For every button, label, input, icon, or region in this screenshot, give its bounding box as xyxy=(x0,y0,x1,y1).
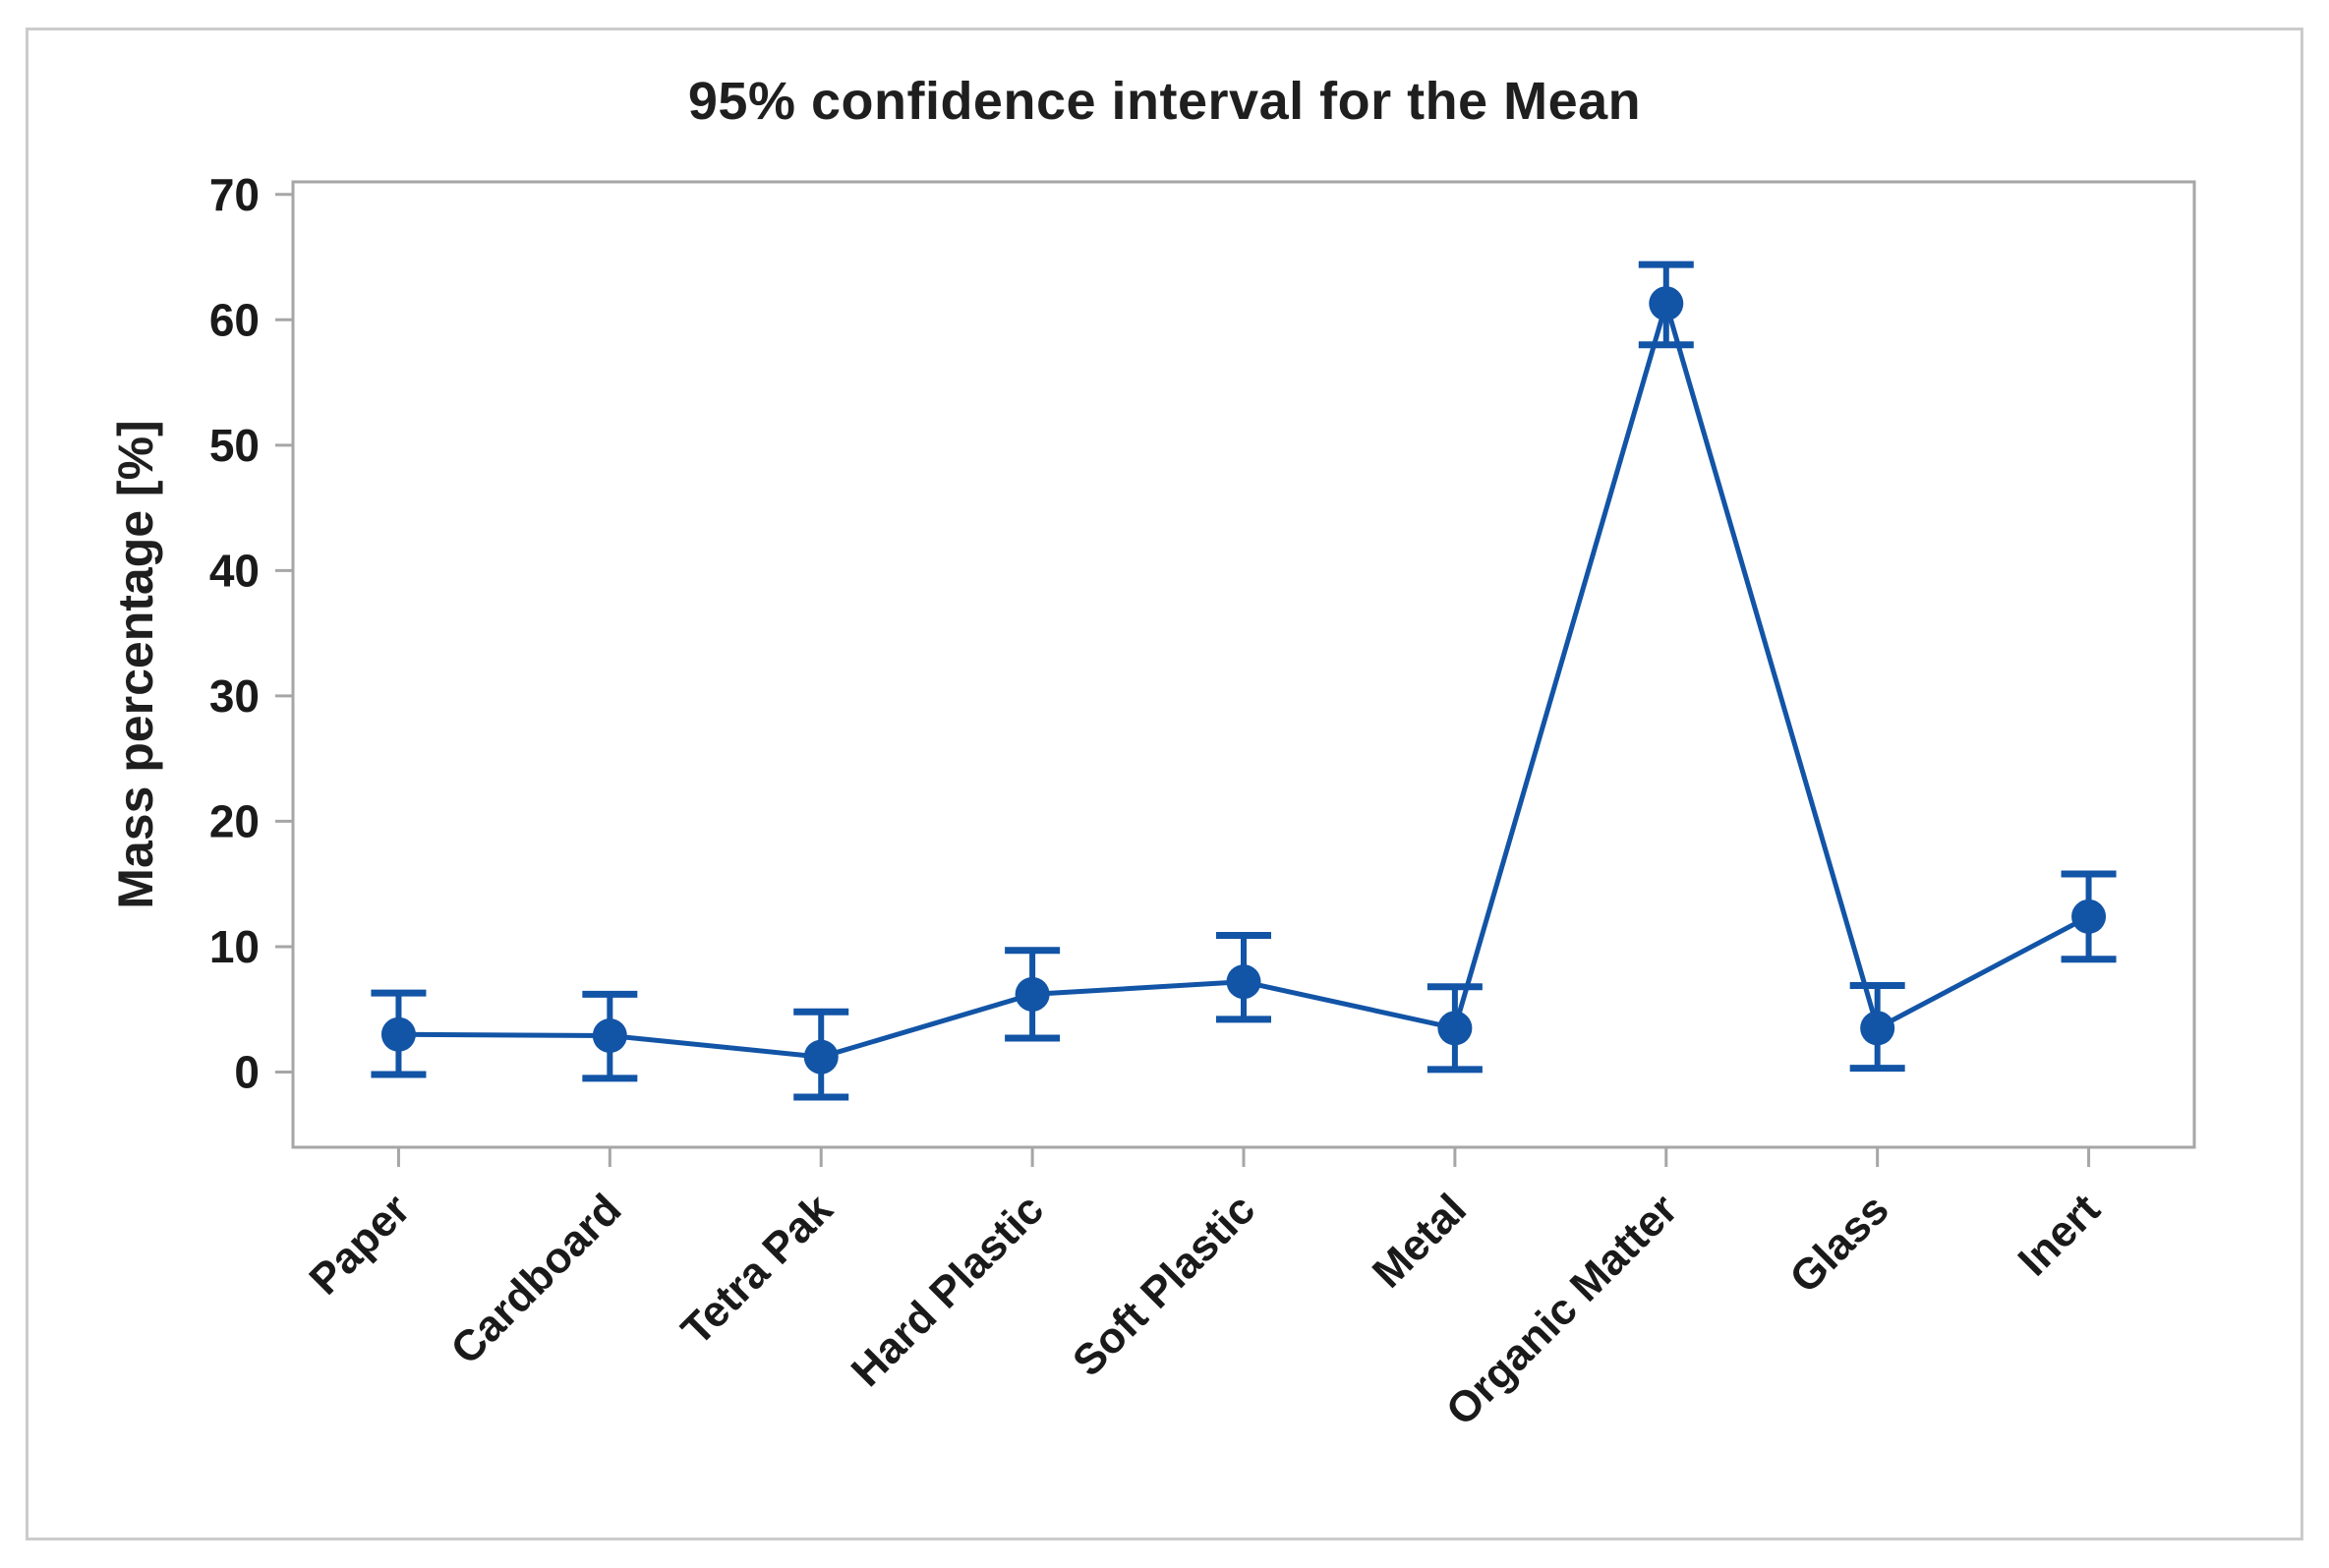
x-category-label-cardboard: Cardboard xyxy=(441,1185,630,1373)
figure-border xyxy=(26,28,2303,1540)
y-tick-label: 60 xyxy=(209,294,260,345)
x-category-label-paper: Paper xyxy=(300,1185,419,1304)
data-point-tetra-pak xyxy=(803,1039,839,1074)
y-tick-label: 50 xyxy=(209,420,260,471)
x-category-label-organic-matter: Organic Matter xyxy=(1437,1185,1687,1434)
y-tick-label: 0 xyxy=(234,1047,260,1098)
data-point-cardboard xyxy=(592,1017,627,1053)
data-point-hard-plastic xyxy=(1015,976,1050,1012)
x-category-label-hard-plastic: Hard Plastic xyxy=(843,1185,1053,1395)
data-point-soft-plastic xyxy=(1226,964,1261,1000)
x-category-label-soft-plastic: Soft Plastic xyxy=(1064,1185,1264,1385)
x-category-label-metal: Metal xyxy=(1364,1185,1476,1297)
x-category-label-tetra-pak: Tetra Pak xyxy=(672,1185,843,1355)
x-category-label-inert: Inert xyxy=(2009,1185,2110,1285)
y-tick-label: 20 xyxy=(209,796,260,847)
chart-title: 95% confidence interval for the Mean xyxy=(687,72,1642,131)
data-point-paper xyxy=(380,1016,416,1052)
y-tick-label: 10 xyxy=(209,921,260,972)
data-point-organic-matter xyxy=(1649,286,1684,321)
data-point-metal xyxy=(1437,1011,1473,1046)
data-point-glass xyxy=(1860,1011,1895,1046)
data-point-inert xyxy=(2071,899,2107,934)
x-category-label-glass: Glass xyxy=(1780,1185,1897,1302)
y-tick-label: 40 xyxy=(209,545,260,596)
y-tick-label: 70 xyxy=(209,169,260,220)
y-tick-label: 30 xyxy=(209,670,260,722)
